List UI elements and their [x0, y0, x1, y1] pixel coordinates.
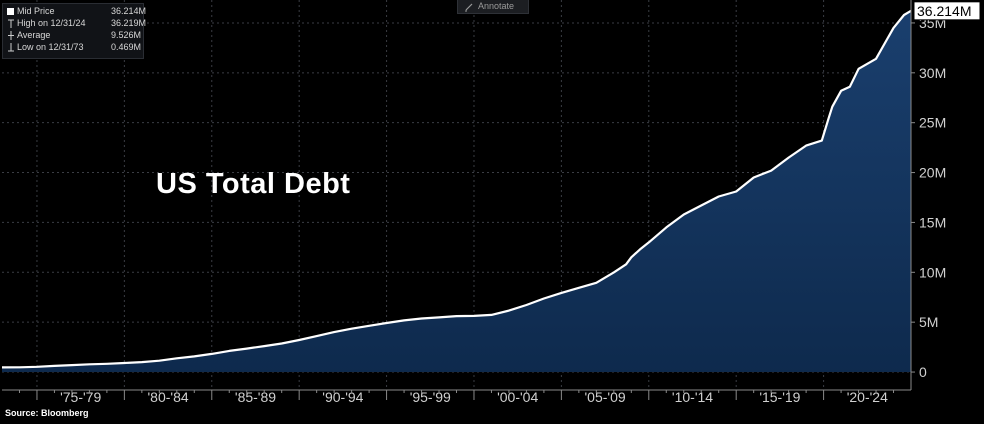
legend-value: 9.526M	[111, 30, 142, 40]
chart-title: US Total Debt	[156, 168, 351, 200]
y-tick-label: 5M	[919, 314, 938, 330]
high-marker-icon	[8, 19, 14, 28]
pencil-icon	[465, 3, 473, 12]
x-tick-label: '75-'79	[60, 389, 101, 405]
y-tick-label: 20M	[919, 165, 946, 181]
low-marker-icon	[8, 43, 14, 52]
x-axis: '75-'79 '80-'84 '85-'89 '90-'94 '95-'99 '00-'…	[2, 389, 911, 405]
legend: Mid Price 36.214M High on 12/31/24 36.21…	[2, 3, 146, 59]
x-tick-label: '80-'84	[147, 389, 188, 405]
y-tick-label: 25M	[919, 115, 946, 131]
legend-value: 36.219M	[111, 18, 147, 28]
y-tick-label: 15M	[919, 214, 946, 230]
x-tick-label: '05-'09	[585, 389, 626, 405]
average-marker-icon	[8, 31, 14, 40]
x-tick-label: '95-'99	[410, 389, 451, 405]
annotate-label: Annotate	[478, 1, 515, 11]
legend-value: 0.469M	[111, 42, 142, 52]
legend-row-mid-price: Mid Price 36.214M	[7, 6, 146, 17]
series-line	[1, 9, 912, 369]
legend-row-high: High on 12/31/24 36.219M	[7, 18, 146, 29]
last-value-tag	[913, 1, 981, 21]
x-tick-label: '10-'14	[672, 389, 713, 405]
legend-row-low: Low on 12/31/73 0.469M	[7, 42, 141, 53]
annotate-button[interactable]: Annotate	[457, 0, 529, 14]
legend-label: Low on 12/31/73	[17, 42, 84, 52]
source-note: Source: Bloomberg	[5, 408, 89, 418]
x-tick-label: '90-'94	[322, 389, 363, 405]
y-tick-label: 30M	[919, 65, 946, 81]
y-tick-label: 0	[919, 364, 927, 380]
x-tick-label: '00-'04	[497, 389, 538, 405]
x-tick-label: '15-'19	[759, 389, 800, 405]
legend-row-average: Average 9.526M	[7, 30, 141, 41]
y-tick-label: 10M	[919, 264, 946, 280]
plot-area	[1, 9, 912, 373]
x-tick-label: '85-'89	[235, 389, 276, 405]
series-area	[2, 10, 911, 373]
x-tick-label: '20-'24	[847, 389, 888, 405]
filled-square-icon	[7, 8, 14, 15]
legend-label: Mid Price	[17, 6, 55, 16]
legend-label: Average	[17, 30, 51, 40]
legend-label: High on 12/31/24	[17, 18, 86, 28]
legend-value: 36.214M	[111, 6, 147, 16]
last-value-label: 36.214M	[917, 3, 971, 19]
